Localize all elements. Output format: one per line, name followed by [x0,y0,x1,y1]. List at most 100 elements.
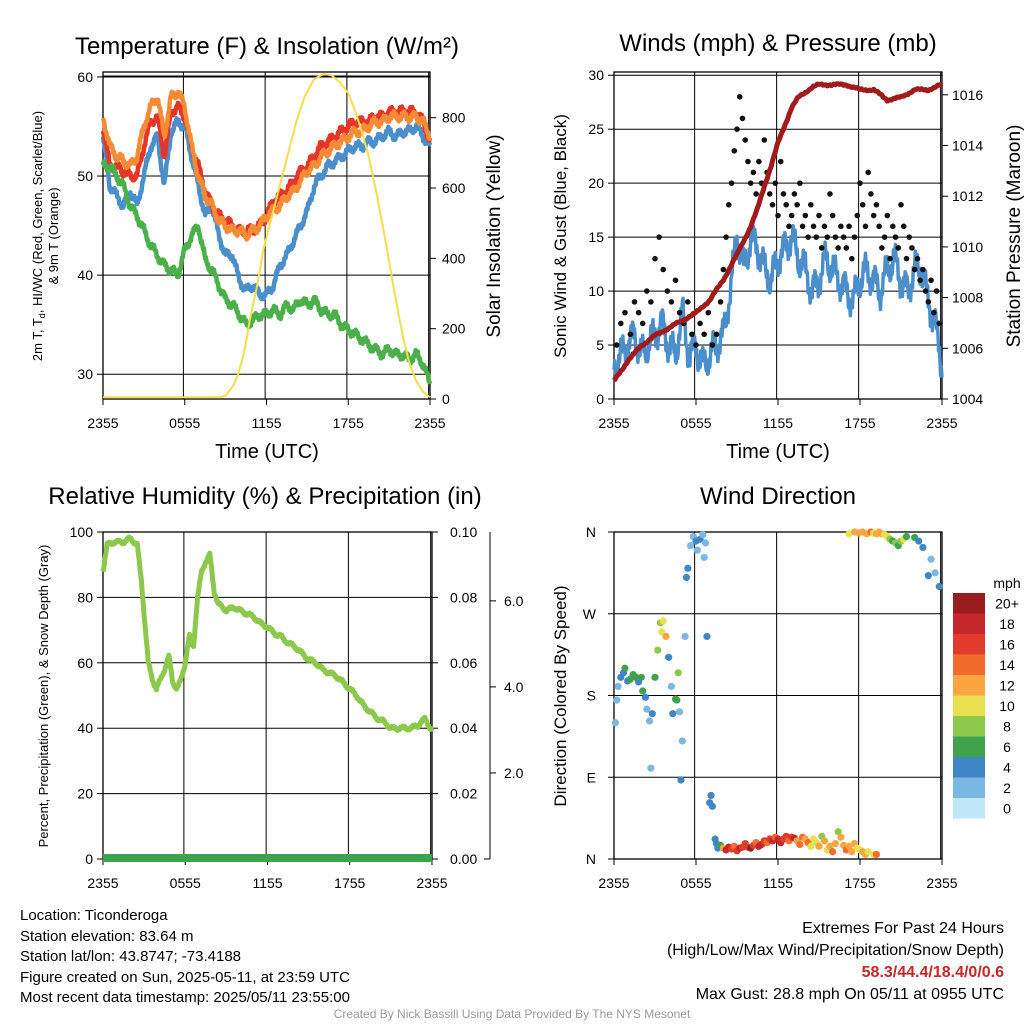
direction-point [678,737,686,745]
x-tick-label: 1155 [763,415,793,431]
y3-tick-label: 2.0 [504,765,524,781]
gust-point [717,299,724,305]
direction-point [665,653,673,661]
elevation-text: Station elevation: 83.64 m [20,927,194,945]
gust-point [865,169,871,176]
y-tick-label: 100 [70,524,94,540]
gust-point [676,309,683,316]
legend-label: 12 [999,677,1015,693]
latlon-text: Station lat/lon: 43.8747; -73.4188 [20,948,242,965]
gust-point [750,169,757,176]
series-line [100,89,433,242]
gust-point [881,234,888,240]
gust-point [884,212,891,219]
direction-point [621,664,629,672]
gust-point [854,212,861,219]
gust-point [761,137,768,143]
direction-point [829,848,837,856]
y-tick-label: S [587,688,596,704]
x-axis-label: Time (UTC) [726,441,830,463]
legend-swatch [953,593,985,614]
gust-point [668,299,675,305]
direction-point [826,842,834,850]
gust-point [906,234,912,240]
gust-point [859,201,866,208]
gust-point [734,126,740,132]
y2-tick-label: 0.08 [450,589,477,605]
y2-tick-label: 600 [442,180,466,196]
legend-label: 6 [1003,739,1011,755]
y-tick-label: 30 [588,67,604,83]
direction-point [613,696,621,704]
legend-swatch [953,634,985,655]
gust-point [742,137,748,143]
extremes-values: 58.3/44.4/18.4/0/0.6 [861,964,1004,981]
chart-title: Temperature (F) & Insolation (W/m²) [75,33,459,60]
legend-swatch [953,675,985,696]
gust-point [648,299,654,305]
gust-point [745,158,751,165]
gust-point [840,234,847,240]
gust-point [900,223,907,230]
gust-point [660,266,666,273]
gust-point [890,223,896,230]
gust-point [685,299,691,305]
gust-point [802,212,809,219]
y2-tick-label: 1004 [952,391,983,407]
direction-point [915,537,923,545]
y-tick-label: N [586,524,596,540]
gust-point [639,320,646,327]
direction-point [927,555,935,563]
gust-point [843,245,850,251]
direction-point [669,710,677,718]
gust-point [928,277,934,284]
gust-point [827,191,833,197]
y2-tick-label: 0 [442,391,450,407]
series-line [100,116,433,302]
gust-point [664,288,671,294]
y-tick-label: 40 [77,720,93,736]
y-tick-label: 60 [77,655,93,671]
gust-point [635,309,642,316]
gust-point [747,180,754,186]
legend-swatch [953,736,985,757]
chart-title: Winds (mph) & Pressure (mb) [619,30,936,57]
gust-point [769,201,776,208]
y-tick-label: 80 [77,589,93,605]
gust-point [788,212,795,219]
x-tick-label: 0555 [170,875,201,891]
y-axis-label-line2: & 9m T (Orange) [46,187,61,284]
gust-point [862,223,869,230]
direction-point [676,708,684,716]
y2-tick-label: 400 [442,250,466,266]
chart-title: Relative Humidity (%) & Precipitation (i… [48,483,481,510]
created-text: Figure created on Sun, 2025-05-11, at 23… [20,968,350,986]
gust-point [772,180,779,186]
direction-point [831,839,840,848]
y-tick-label: 20 [77,786,93,802]
gust-point [627,331,634,338]
series-line [100,159,433,385]
gust-point [672,277,679,284]
y-tick-label: 0 [85,851,93,867]
direction-point [645,717,654,725]
max-gust-text: Max Gust: 28.8 mph On 05/11 at 0955 UTC [695,986,1004,1003]
gust-point [887,255,893,262]
y-tick-label: 0 [596,391,604,407]
direction-point [686,542,695,550]
direction-point [647,764,655,772]
gust-point [767,191,773,197]
gust-point [808,201,814,208]
series-line [100,534,435,733]
direction-point [659,617,667,625]
direction-point [834,828,842,836]
y-axis-label: Sonic Wind & Gust (Blue, Black) [551,114,570,358]
gust-point [868,191,874,197]
direction-point [648,710,656,718]
direction-point [845,530,853,538]
x-tick-label: 2355 [926,415,957,431]
series-line [612,223,944,380]
direction-point [677,776,685,784]
y-tick-label: 60 [77,69,93,85]
